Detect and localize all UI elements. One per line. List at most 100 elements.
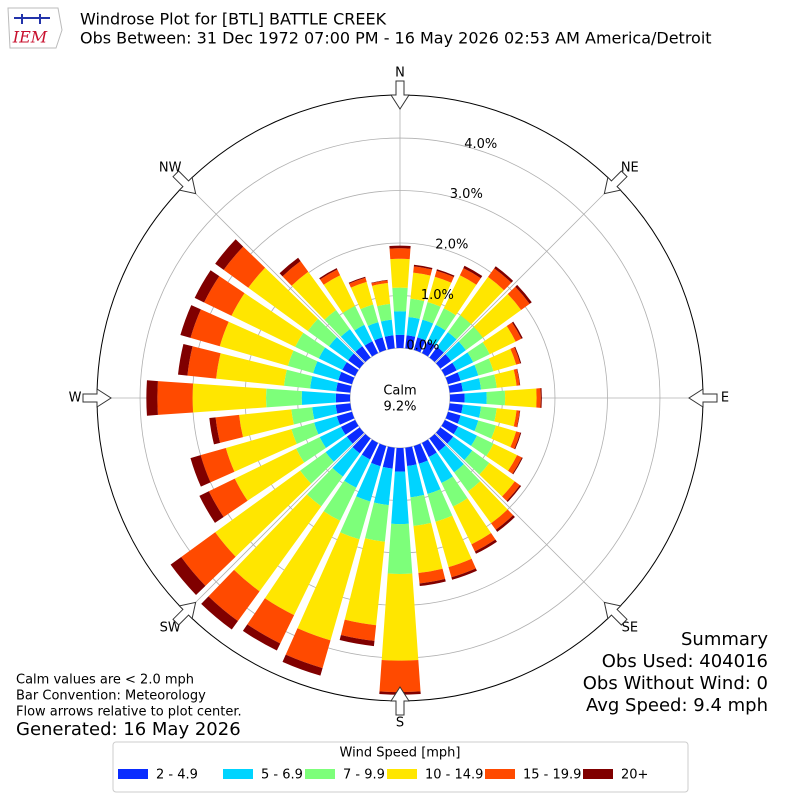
bar-segment <box>463 265 483 279</box>
bar-segment <box>458 326 483 351</box>
bar-segment <box>443 275 477 316</box>
bar-segment <box>178 343 193 376</box>
bar-segment <box>471 533 496 552</box>
note: Calm values are < 2.0 mph <box>16 673 194 688</box>
note: Bar Convention: Meteorology <box>16 689 206 704</box>
bar-segment <box>340 496 371 540</box>
bar-segment <box>445 411 461 424</box>
bar-segment <box>540 388 542 408</box>
bar-segment <box>291 271 337 320</box>
bar-segment <box>371 279 388 284</box>
bar-segment <box>410 272 431 302</box>
bar-segment <box>514 346 522 364</box>
bar-segment <box>488 348 517 372</box>
bar-segment <box>435 354 452 369</box>
bar-segment <box>335 403 352 414</box>
bar-segment <box>511 321 523 339</box>
radial-grid-line <box>185 183 365 363</box>
bar-segment <box>495 515 515 532</box>
bar-segment <box>348 276 366 284</box>
bar-segment <box>231 293 304 347</box>
bar-segment <box>441 419 459 435</box>
bar-segment <box>248 267 318 331</box>
bar-segment <box>225 429 297 472</box>
logo-text: IEM <box>12 28 48 47</box>
bar-segment <box>427 489 453 522</box>
bar-segment <box>381 573 419 661</box>
bar-segment <box>377 303 392 322</box>
bar-segment <box>209 417 221 445</box>
bar-segment <box>338 371 355 385</box>
bar-segment <box>516 368 521 386</box>
bar-segment <box>429 433 446 452</box>
bar-segment <box>336 411 355 425</box>
legend-swatch <box>305 769 335 779</box>
bar-segment <box>482 326 516 355</box>
bar-segment <box>157 381 194 415</box>
legend-label: 7 - 9.9 <box>343 768 385 783</box>
bar-segment <box>190 309 229 347</box>
direction-label: NW <box>159 161 182 176</box>
bar-segment <box>447 315 472 340</box>
logo-icon <box>14 14 50 24</box>
bar-segment <box>283 369 313 389</box>
bar-segment <box>513 368 520 386</box>
bar-segment <box>282 654 323 676</box>
radial-grid-line <box>435 433 615 613</box>
bar-segment <box>471 435 494 457</box>
bar-segment <box>457 415 479 432</box>
bar-segment <box>413 264 433 270</box>
direction-label: S <box>396 716 404 731</box>
calm-label: Calm <box>383 384 416 399</box>
bar-segment <box>344 454 371 488</box>
bar-segment <box>453 426 478 446</box>
bar-segment <box>413 266 433 276</box>
bar-segment <box>427 276 452 307</box>
bar-segment <box>382 446 395 469</box>
r-tick-label: 3.0% <box>450 187 483 202</box>
bar-segment <box>361 439 379 460</box>
bar-segment <box>494 266 514 283</box>
legend-swatch <box>583 769 613 779</box>
radial-grid-line <box>435 183 615 363</box>
legend-label: 15 - 19.9 <box>523 768 581 783</box>
bar-segment <box>392 287 408 312</box>
bar-segment <box>295 332 326 359</box>
bar-segment <box>479 406 497 422</box>
bar-segment <box>429 346 444 363</box>
bar-segment <box>413 337 426 353</box>
bar-segment <box>494 369 517 388</box>
bar-segment <box>464 391 487 405</box>
bar-segment <box>451 568 477 580</box>
bar-segment <box>435 515 472 568</box>
bar-segment <box>391 471 409 525</box>
bar-segment <box>291 422 319 444</box>
bar-segment <box>441 362 457 377</box>
bar-segment <box>473 293 522 338</box>
bar-segment <box>365 502 389 542</box>
bar-segment <box>216 353 287 386</box>
bar-segment <box>474 420 496 439</box>
bar-segment <box>491 509 514 530</box>
bar-segment <box>474 358 494 376</box>
bar-segment <box>374 337 387 353</box>
bar-segment <box>300 452 334 484</box>
r-tick-label: 1.0% <box>421 288 454 303</box>
bar-segment <box>282 261 309 286</box>
bar-segment <box>234 494 322 592</box>
radial-grid-line <box>185 433 365 613</box>
bar-segment <box>323 480 357 521</box>
bar-segment <box>285 628 331 669</box>
bar-segment <box>335 393 351 403</box>
bar-segment <box>408 298 425 319</box>
bar-segment <box>287 350 318 374</box>
bar-segment <box>264 511 341 616</box>
bar-segment <box>435 427 454 444</box>
legend-box <box>112 741 689 793</box>
summary-title: Summary <box>681 629 768 650</box>
bar-segment <box>435 308 456 331</box>
chart-subtitle: Obs Between: 31 Dec 1972 07:00 PM - 16 M… <box>80 29 712 48</box>
legend-label: 20+ <box>621 768 648 783</box>
bar-segment <box>516 410 521 428</box>
direction-label: E <box>721 391 729 406</box>
